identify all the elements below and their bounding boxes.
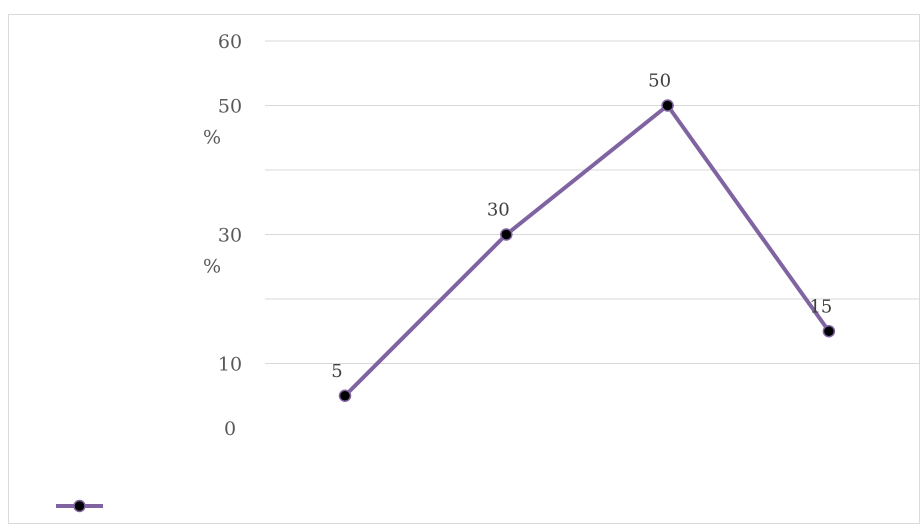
data-point [500, 228, 513, 241]
legend-marker-icon [73, 499, 86, 513]
y-tick-label: 10 [218, 354, 242, 376]
y-tick-label: 0 [224, 418, 236, 440]
y-tick-label-suffix: % [203, 127, 221, 149]
data-label: 50 [648, 71, 671, 92]
data-point [338, 389, 352, 402]
y-tick-label: 30 [218, 225, 242, 247]
series-line [343, 103, 831, 398]
data-point [822, 325, 836, 338]
y-tick-label-suffix: % [203, 256, 221, 278]
data-label: 15 [809, 296, 832, 317]
y-tick-label: 60 [218, 31, 242, 53]
y-tick-label: 50 [218, 96, 242, 118]
data-label: 5 [331, 361, 342, 382]
data-point [661, 99, 674, 112]
data-label: 30 [487, 200, 510, 221]
chart-frame [8, 14, 920, 524]
